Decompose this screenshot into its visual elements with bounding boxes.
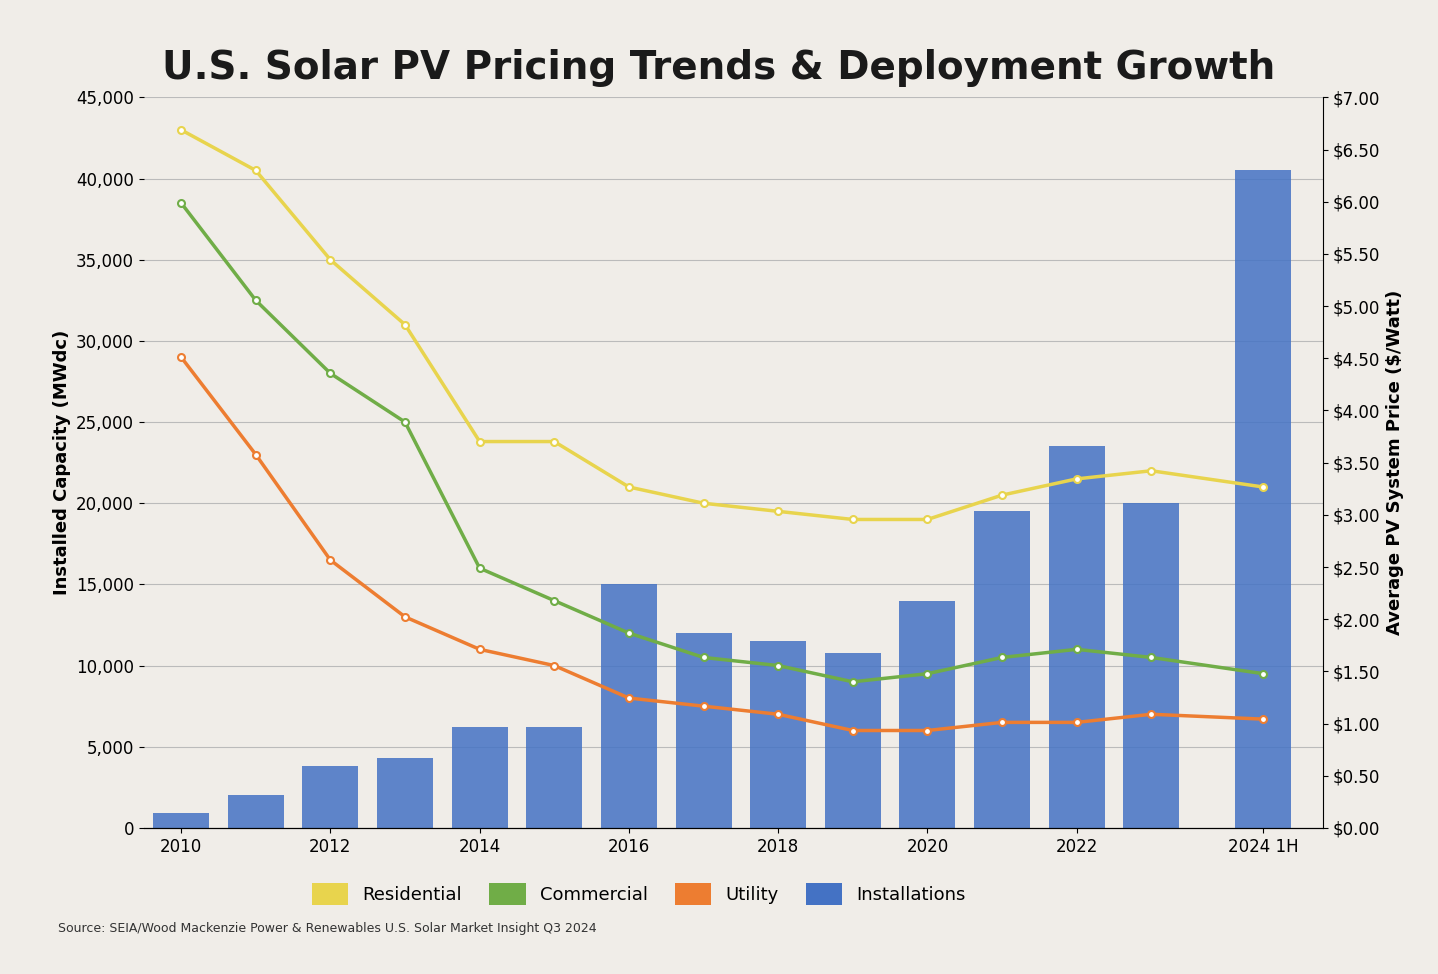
Bar	[377, 758, 433, 828]
Bar	[152, 813, 209, 828]
Bar	[1235, 170, 1291, 828]
Bar	[526, 728, 582, 828]
Bar	[751, 641, 807, 828]
Bar	[601, 584, 657, 828]
Bar	[825, 653, 881, 828]
Bar	[974, 511, 1030, 828]
Bar	[1048, 446, 1104, 828]
Bar	[452, 728, 508, 828]
Bar	[1123, 504, 1179, 828]
Text: Source: SEIA/Wood Mackenzie Power & Renewables U.S. Solar Market Insight Q3 2024: Source: SEIA/Wood Mackenzie Power & Rene…	[58, 922, 597, 935]
Text: U.S. Solar PV Pricing Trends & Deployment Growth: U.S. Solar PV Pricing Trends & Deploymen…	[162, 49, 1276, 87]
Y-axis label: Average PV System Price ($/Watt): Average PV System Price ($/Watt)	[1386, 290, 1403, 635]
Bar	[302, 767, 358, 828]
Bar	[899, 601, 955, 828]
Bar	[227, 796, 283, 828]
Legend: Residential, Commercial, Utility, Installations: Residential, Commercial, Utility, Instal…	[303, 874, 975, 914]
Y-axis label: Installed Capacity (MWdc): Installed Capacity (MWdc)	[53, 330, 70, 595]
Bar	[676, 633, 732, 828]
